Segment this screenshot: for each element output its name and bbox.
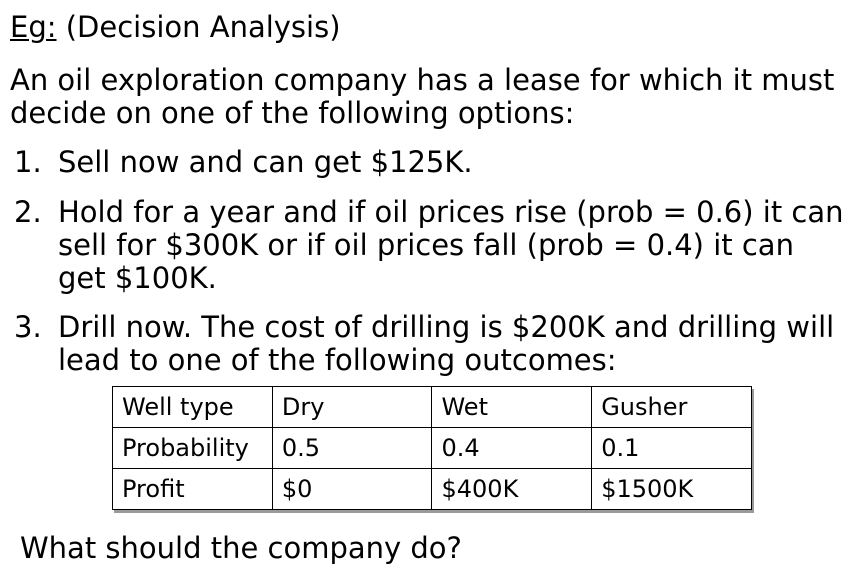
table-cell: Well type (112, 386, 273, 428)
option-text: Hold for a year and if oil prices rise (… (58, 195, 844, 295)
page-title: Eg: (Decision Analysis) (10, 10, 341, 44)
option-text: Drill now. The cost of drilling is $200K… (58, 310, 835, 377)
table-cell: $1500K (591, 468, 752, 510)
intro-paragraph: An oil exploration company has a lease f… (10, 63, 835, 130)
option-item-drill: 3. Drill now. The cost of drilling is $2… (14, 311, 844, 377)
table-row: Probability 0.5 0.4 0.1 (112, 427, 752, 469)
title-text: (Decision Analysis) (56, 10, 341, 44)
option-number: 3. (14, 310, 42, 344)
option-item-hold: 2. Hold for a year and if oil prices ris… (14, 196, 844, 295)
table-cell: Gusher (591, 386, 752, 428)
table-cell: 0.4 (431, 427, 593, 469)
table-cell: Profit (112, 468, 273, 510)
table-row: Well type Dry Wet Gusher (112, 386, 752, 428)
closing-question: What should the company do? (20, 531, 462, 565)
example-label: Eg: (10, 10, 57, 44)
option-number: 1. (14, 145, 42, 179)
option-item-sell: 1. Sell now and can get $125K. (14, 146, 844, 179)
table-row: Profit $0 $400K $1500K (112, 468, 752, 510)
table-cell: Wet (431, 386, 593, 428)
table-cell: $0 (271, 468, 433, 510)
option-text: Sell now and can get $125K. (58, 145, 473, 179)
table-cell: $400K (431, 468, 593, 510)
table-cell: Dry (271, 386, 433, 428)
table-cell: Probability (112, 427, 273, 469)
table-cell: 0.5 (271, 427, 433, 469)
option-number: 2. (14, 195, 42, 229)
well-outcomes-table: Well type Dry Wet Gusher Probability 0.5… (112, 386, 752, 510)
table-cell: 0.1 (591, 427, 752, 469)
